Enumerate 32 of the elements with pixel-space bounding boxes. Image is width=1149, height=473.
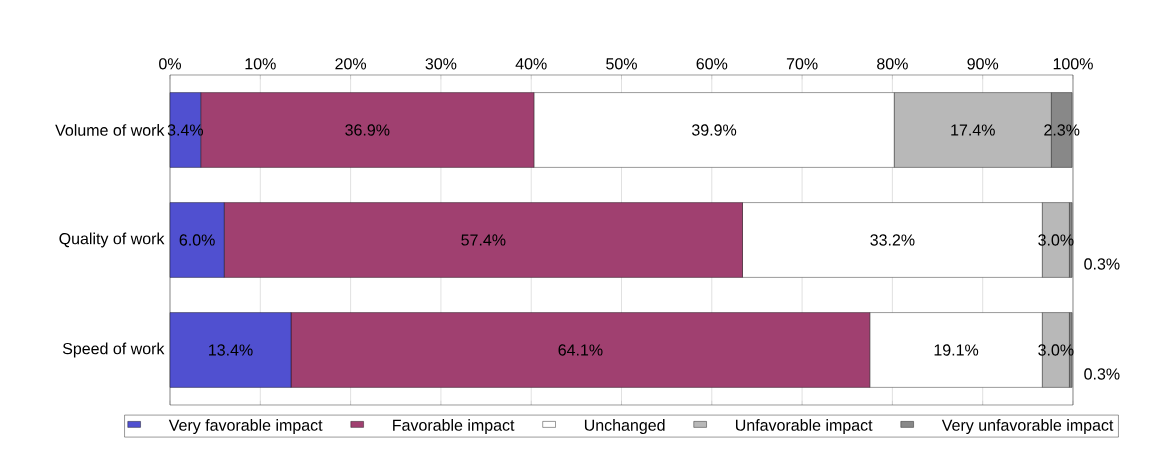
legend-label: Favorable impact	[393, 419, 515, 435]
x-tick-label: 10%	[245, 58, 276, 70]
x-tick-label: 50%	[606, 58, 637, 70]
x-tick-label: 30%	[425, 58, 457, 70]
x-tick-label: 70%	[786, 58, 818, 70]
x-tick-label: 40%	[515, 58, 547, 70]
x-tick-label: 100%	[1053, 58, 1093, 70]
legend-label: Unfavorable impact	[735, 419, 873, 435]
x-tick-label: 0%	[159, 58, 181, 70]
x-tick-label: 20%	[335, 58, 367, 70]
data-label: 17.4%	[951, 124, 995, 136]
data-label: 0.3%	[1084, 258, 1120, 270]
data-label: 0.3%	[1084, 368, 1120, 380]
x-tick-label: 80%	[877, 58, 908, 70]
legend-label: Unchanged	[584, 419, 665, 435]
data-label: 6.0%	[179, 234, 215, 246]
data-label: 3.0%	[1038, 344, 1074, 356]
legend-label: Very unfavorable impact	[941, 419, 1114, 435]
legend-label: Very favorable impact	[168, 419, 323, 435]
y-tick-label: Volume of work	[55, 124, 165, 136]
data-label: 13.4%	[209, 344, 253, 356]
data-label: 36.9%	[345, 124, 390, 136]
data-label: 39.9%	[691, 124, 737, 136]
data-label: 19.1%	[934, 344, 979, 356]
data-label: 33.2%	[870, 234, 915, 246]
y-tick-label: Speed of work	[62, 342, 165, 358]
data-label: 57.4%	[461, 234, 506, 246]
data-label: 64.1%	[558, 344, 603, 356]
y-tick-label: Quality of work	[59, 232, 165, 248]
data-label: 3.0%	[1038, 234, 1074, 246]
x-tick-label: 60%	[696, 58, 728, 70]
x-tick-label: 90%	[967, 58, 999, 70]
